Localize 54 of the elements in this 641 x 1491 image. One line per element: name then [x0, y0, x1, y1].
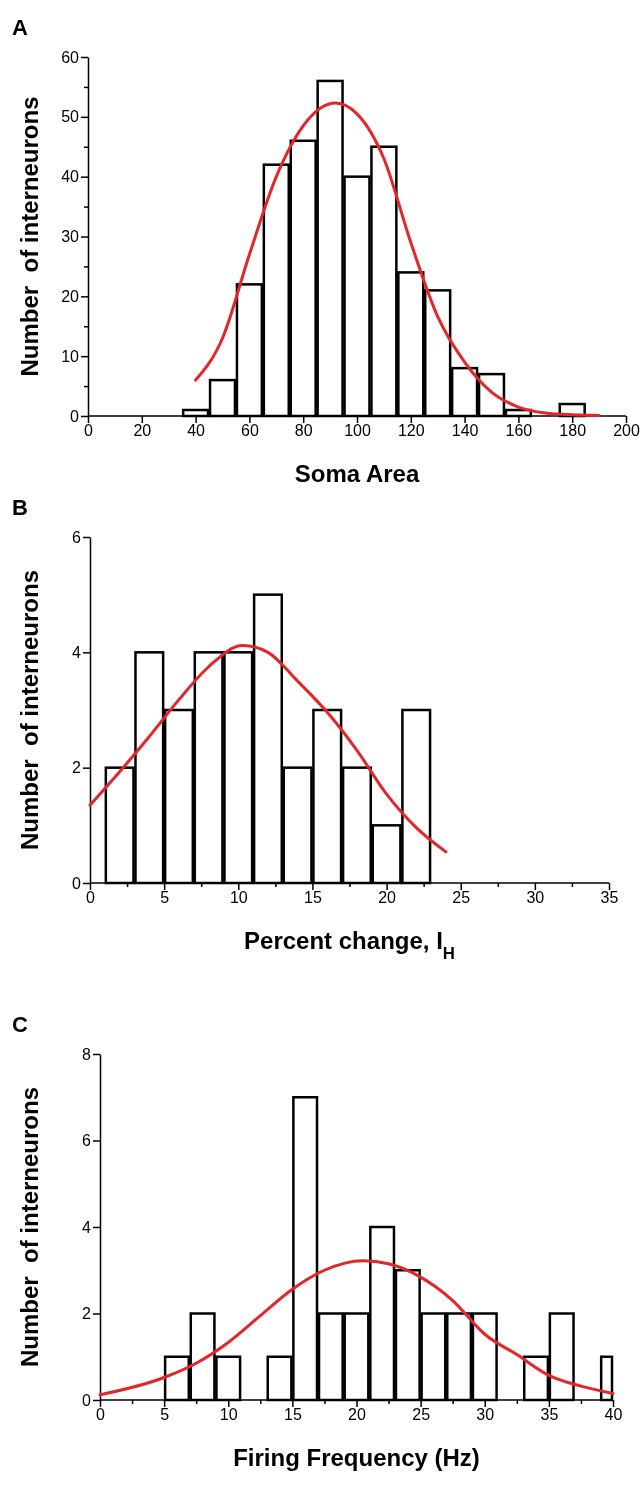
y-tick-label: 8	[82, 1045, 92, 1063]
y-tick-label: 0	[72, 874, 82, 892]
x-tick-label: 25	[412, 1406, 431, 1424]
x-axis-title: Firing Frequency (Hz)	[233, 1444, 480, 1471]
x-tick-label: 40	[187, 422, 206, 440]
x-tick-label: 5	[160, 1406, 170, 1424]
x-tick-label: 20	[378, 889, 397, 907]
chart-title: B	[12, 495, 28, 520]
x-tick-label: 15	[283, 1406, 302, 1424]
x-tick-label: 20	[348, 1406, 366, 1424]
y-tick-label: 2	[82, 1305, 92, 1323]
x-tick-label: 25	[452, 889, 471, 907]
x-tick-label: 35	[540, 1406, 559, 1424]
x-tick-label: 160	[505, 422, 533, 440]
x-tick-label: 30	[476, 1406, 495, 1424]
x-tick-label: 20	[133, 422, 152, 440]
y-tick-label: 30	[61, 228, 80, 246]
y-tick-label: 0	[70, 407, 80, 425]
chart-title: C	[12, 1012, 28, 1037]
line-series	[98, 1259, 615, 1397]
y-tick-label: 6	[72, 528, 82, 546]
x-tick-label: 10	[229, 889, 248, 907]
y-axis-title: Number of interneurons	[16, 569, 43, 851]
y-tick-label: 2	[72, 759, 82, 777]
x-tick-label: 180	[559, 422, 587, 440]
y-tick-label: 4	[82, 1218, 92, 1236]
x-tick-label: 15	[304, 889, 322, 907]
line-series	[194, 101, 601, 417]
x-tick-label: 80	[294, 422, 313, 440]
x-tick-label: 40	[604, 1406, 623, 1424]
line-series	[88, 643, 448, 854]
x-tick-label: 5	[160, 889, 170, 907]
y-tick-label: 6	[82, 1132, 92, 1150]
x-tick-label: 120	[397, 422, 425, 440]
x-axis-title: Soma Area	[294, 460, 420, 487]
x-tick-label: 10	[219, 1406, 238, 1424]
y-tick-label: 40	[61, 168, 80, 186]
y-axis-title: Number of interneurons	[16, 1086, 43, 1368]
x-tick-label: 35	[600, 889, 619, 907]
y-tick-label: 10	[61, 347, 80, 365]
x-tick-label: 200	[613, 422, 640, 440]
y-tick-label: 20	[61, 287, 80, 305]
x-tick-label: 60	[241, 422, 259, 440]
x-axis-title: Percent change, I$_{H}$	[244, 927, 455, 963]
y-tick-label: 50	[61, 108, 80, 126]
chart-title: A	[12, 15, 28, 40]
x-tick-label: 30	[526, 889, 545, 907]
x-tick-label: 100	[344, 422, 371, 440]
y-tick-label: 4	[72, 643, 82, 661]
x-tick-label: 0	[96, 1406, 106, 1424]
y-tick-label: 0	[82, 1391, 92, 1409]
y-axis-title: Number of interneurons	[16, 96, 43, 377]
x-tick-label: 140	[451, 422, 479, 440]
y-tick-label: 60	[61, 48, 80, 66]
